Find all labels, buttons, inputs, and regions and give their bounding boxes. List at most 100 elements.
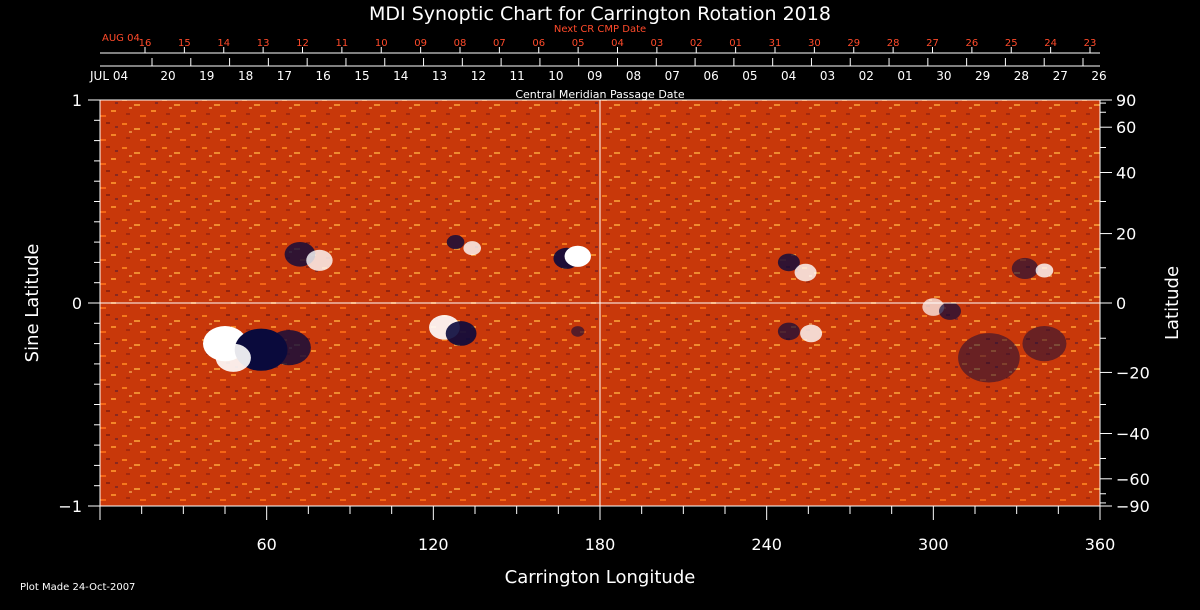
next-cmp-tick-label: 06 bbox=[532, 38, 545, 49]
next-cmp-tick-label: 16 bbox=[139, 38, 152, 49]
plot-made-footer: Plot Made 24-Oct-2007 bbox=[20, 582, 135, 593]
y-axis-left: 1 0 −1 bbox=[58, 91, 100, 516]
next-cmp-tick-label: 05 bbox=[572, 38, 585, 49]
top-date-axes: Next CR CMP Date AUG 04 JUL 04 Central M… bbox=[89, 24, 1107, 101]
y-right-tick-label: −90 bbox=[1116, 497, 1150, 516]
active-region-negative bbox=[571, 326, 585, 337]
plot-area bbox=[99, 99, 1101, 507]
next-cmp-tick-label: 04 bbox=[611, 38, 624, 49]
next-cmp-tick-label: 15 bbox=[178, 38, 191, 49]
y-right-tick-label: 20 bbox=[1116, 225, 1136, 244]
y-axis-left-label: Sine Latitude bbox=[22, 244, 43, 363]
y-right-tick-label: −60 bbox=[1116, 470, 1150, 489]
x-tick-label: 360 bbox=[1085, 535, 1116, 554]
cmp-tick-label: 29 bbox=[975, 69, 990, 83]
cmp-tick-label: 26 bbox=[1091, 69, 1106, 83]
next-cmp-tick-label: 08 bbox=[454, 38, 467, 49]
cmp-tick-label: 04 bbox=[781, 69, 796, 83]
cmp-tick-label: 08 bbox=[626, 69, 641, 83]
next-cmp-tick-label: 02 bbox=[690, 38, 703, 49]
cmp-tick-label: 09 bbox=[587, 69, 602, 83]
next-cmp-tick-label: 29 bbox=[847, 38, 860, 49]
next-cmp-tick-label: 12 bbox=[296, 38, 309, 49]
cmp-tick-label: 30 bbox=[936, 69, 951, 83]
x-tick-label: 120 bbox=[418, 535, 449, 554]
cmp-tick-label: 05 bbox=[742, 69, 757, 83]
y-left-tick-label: −1 bbox=[58, 497, 82, 516]
cmp-tick-label: 20 bbox=[160, 69, 175, 83]
cmp-tick-label: 12 bbox=[471, 69, 486, 83]
y-right-tick-label: 90 bbox=[1116, 91, 1136, 110]
next-cmp-tick-label: 27 bbox=[926, 38, 939, 49]
active-region-negative bbox=[958, 333, 1020, 383]
active-region-negative bbox=[445, 321, 477, 346]
cmp-tick-label: 06 bbox=[703, 69, 718, 83]
active-regions bbox=[203, 235, 1067, 383]
cmp-tick-label: 01 bbox=[897, 69, 912, 83]
cmp-axis-label: Central Meridian Passage Date bbox=[515, 88, 684, 101]
x-axis-label: Carrington Longitude bbox=[505, 567, 696, 588]
cmp-tick-label: 28 bbox=[1014, 69, 1029, 83]
active-region-positive bbox=[564, 245, 591, 267]
active-region-positive bbox=[1035, 263, 1054, 278]
active-region-negative bbox=[1022, 326, 1067, 362]
next-cmp-tick-label: 30 bbox=[808, 38, 821, 49]
x-tick-label: 60 bbox=[256, 535, 276, 554]
cmp-tick-label: 18 bbox=[238, 69, 253, 83]
cmp-tick-label: 03 bbox=[820, 69, 835, 83]
active-region-positive bbox=[794, 263, 817, 282]
y-right-tick-label: 60 bbox=[1116, 118, 1136, 137]
y-left-tick-label: 0 bbox=[72, 294, 82, 313]
next-cmp-axis-label: Next CR CMP Date bbox=[554, 24, 646, 35]
cmp-tick-label: 17 bbox=[277, 69, 292, 83]
cmp-tick-label: 07 bbox=[665, 69, 680, 83]
active-region-positive bbox=[306, 249, 333, 271]
active-region-negative bbox=[266, 330, 311, 366]
y-left-tick-label: 1 bbox=[72, 91, 82, 110]
next-cmp-tick-label: 23 bbox=[1084, 38, 1097, 49]
x-tick-label: 300 bbox=[918, 535, 949, 554]
y-right-tick-label: 40 bbox=[1116, 164, 1136, 183]
cmp-tick-label: 16 bbox=[316, 69, 331, 83]
active-region-negative bbox=[777, 253, 800, 272]
cmp-tick-label: 15 bbox=[354, 69, 369, 83]
cmp-tick-label: 10 bbox=[548, 69, 563, 83]
next-cmp-tick-label: 25 bbox=[1005, 38, 1018, 49]
cmp-tick-label: 13 bbox=[432, 69, 447, 83]
next-cmp-tick-label: 31 bbox=[769, 38, 782, 49]
active-region-negative bbox=[446, 235, 465, 250]
x-tick-label: 240 bbox=[751, 535, 782, 554]
y-right-tick-label: 0 bbox=[1116, 294, 1126, 313]
next-cmp-tick-label: 26 bbox=[966, 38, 979, 49]
active-region-negative bbox=[1011, 257, 1039, 280]
cmp-tick-label: 27 bbox=[1053, 69, 1068, 83]
y-axis-right: 90 60 40 20 0 −20 −40 −60 −90 bbox=[1100, 91, 1150, 516]
next-cmp-tick-label: 13 bbox=[257, 38, 270, 49]
next-cmp-tick-label: 03 bbox=[651, 38, 664, 49]
next-cmp-tick-label: 28 bbox=[887, 38, 900, 49]
next-cmp-tick-label: 24 bbox=[1044, 38, 1057, 49]
x-axis: 60 120 180 240 300 360 bbox=[99, 506, 1116, 554]
active-region-negative bbox=[777, 322, 800, 341]
next-cmp-tick-label: 09 bbox=[414, 38, 427, 49]
next-cmp-start-label: AUG 04 bbox=[102, 33, 140, 44]
y-right-tick-label: −20 bbox=[1116, 363, 1150, 382]
next-cmp-tick-label: 14 bbox=[217, 38, 230, 49]
next-cmp-tick-label: 07 bbox=[493, 38, 506, 49]
cmp-tick-label: 02 bbox=[859, 69, 874, 83]
active-region-negative bbox=[939, 302, 961, 320]
active-region-positive bbox=[800, 324, 823, 343]
cmp-tick-label: 14 bbox=[393, 69, 408, 83]
cmp-tick-label: 11 bbox=[509, 69, 524, 83]
next-cmp-tick-label: 01 bbox=[729, 38, 742, 49]
active-region-positive bbox=[463, 241, 482, 256]
x-tick-label: 180 bbox=[585, 535, 616, 554]
y-axis-right-label: Latitude bbox=[1162, 266, 1183, 340]
cmp-tick-label: 19 bbox=[199, 69, 214, 83]
chart-title: MDI Synoptic Chart for Carrington Rotati… bbox=[369, 3, 831, 25]
cmp-start-label: JUL 04 bbox=[89, 69, 128, 83]
y-right-tick-label: −40 bbox=[1116, 424, 1150, 443]
next-cmp-tick-label: 11 bbox=[336, 38, 349, 49]
active-region-positive bbox=[215, 343, 251, 372]
